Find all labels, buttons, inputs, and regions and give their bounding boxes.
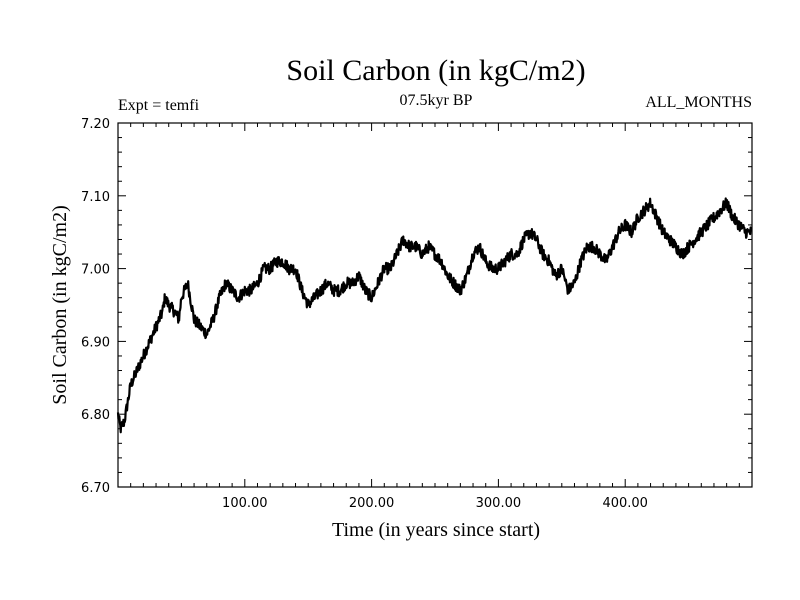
series-layer [116,197,753,434]
y-tick-label: 7.10 [81,190,110,205]
chart-title: Soil Carbon (in kgC/m2) [286,54,585,87]
x-axis-label: Time (in years since start) [332,519,540,541]
x-tick-label: 400.00 [602,496,648,511]
y-tick-label: 7.20 [81,117,110,132]
series-line [116,197,753,434]
y-axis-ticks: 6.70 6.80 6.90 7.00 7.10 7.20 [81,117,752,496]
y-tick-label: 6.80 [81,408,110,423]
subtitle-center: 07.5kyr BP [400,92,473,109]
y-tick-label: 7.00 [81,263,110,278]
x-tick-label: 200.00 [349,496,395,511]
subtitle-left: Expt = temfi [118,97,200,114]
y-axis-label: Soil Carbon (in kgC/m2) [49,205,71,404]
y-tick-label: 6.70 [81,481,110,496]
x-axis-ticks: 100.00 200.00 300.00 400.00 [130,123,740,511]
y-tick-label: 6.90 [81,335,110,350]
x-tick-label: 300.00 [476,496,522,511]
x-tick-label: 100.00 [222,496,268,511]
subtitle-right: ALL_MONTHS [645,94,752,111]
plot-frame [117,122,753,488]
